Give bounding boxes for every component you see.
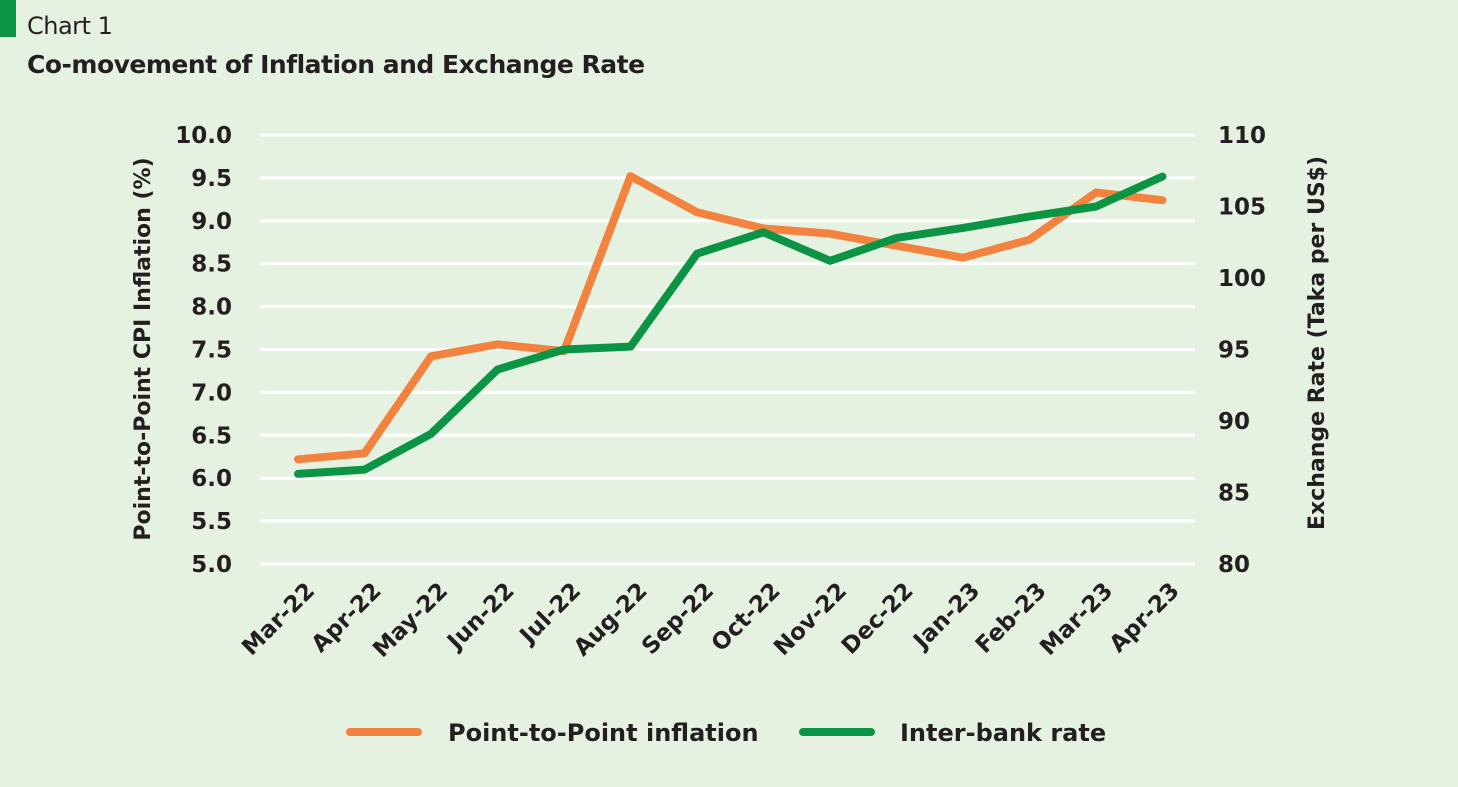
x-tick-label: Sep-22 [637,578,719,660]
y-left-tick-label: 9.5 [191,166,232,192]
y-left-tick-label: 10.0 [175,123,232,149]
y-left-tick-label: 8.5 [191,252,232,278]
x-tick-label: Dec-22 [837,578,919,660]
y-right-tick-label: 95 [1218,338,1250,364]
chart-number: Chart 1 [27,12,113,40]
y-right-tick-label: 80 [1218,552,1250,578]
y-axis-right-label: Exchange Rate (Taka per US$) [1305,156,1330,530]
chart-tag-marker [0,0,16,37]
x-tick-label: Mar-22 [237,578,320,661]
y-left-tick-label: 7.5 [191,338,232,364]
y-right-tick-label: 85 [1218,481,1250,507]
y-left-tick-label: 6.5 [191,423,232,449]
y-right-tick-label: 90 [1218,409,1250,435]
chart-title: Co-movement of Inflation and Exchange Ra… [27,50,645,79]
series-line-interbank-rate [294,172,1167,478]
x-tick-label: Jun-22 [441,578,519,656]
y-left-tick-label: 7.0 [191,380,232,406]
legend-label: Inter-bank rate [900,719,1106,747]
x-tick-label: Nov-22 [769,578,852,661]
y-axis-left-label: Point-to-Point CPI Inflation (%) [131,157,156,540]
y-left-tick-label: 5.5 [191,509,232,535]
x-tick-label: Mar-23 [1035,578,1118,661]
x-tick-label: Apr-23 [1105,578,1185,658]
y-right-tick-label: 110 [1218,123,1266,149]
legend-label: Point-to-Point inflation [448,719,759,747]
y-left-tick-label: 8.0 [191,295,232,321]
y-left-tick-label: 9.0 [191,209,232,235]
series-line-inflation [294,172,1167,464]
x-tick-label: Aug-22 [569,578,653,662]
y-right-tick-label: 105 [1218,195,1266,221]
y-right-tick-label: 100 [1218,266,1266,292]
y-left-tick-label: 5.0 [191,552,232,578]
y-left-tick-label: 6.0 [191,466,232,492]
